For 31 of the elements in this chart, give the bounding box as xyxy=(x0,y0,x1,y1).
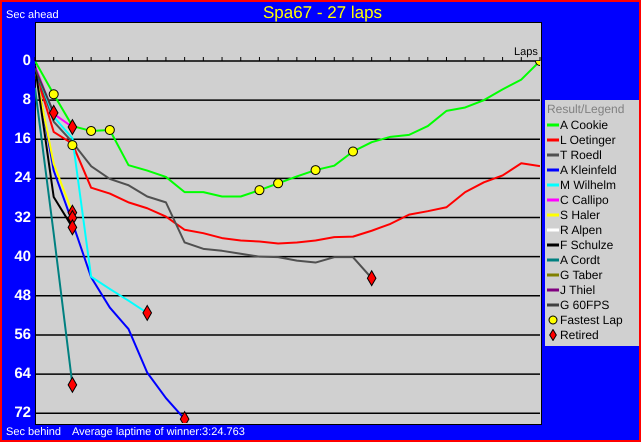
y-tick-label: 72 xyxy=(13,404,31,422)
y-tick-label: 24 xyxy=(13,169,31,188)
legend-label: T Roedl xyxy=(560,148,602,162)
y-tick-label: 64 xyxy=(13,365,31,384)
y-tick-label: 16 xyxy=(13,130,31,148)
legend-label: A Kleinfeld xyxy=(560,162,617,176)
legend-label: Fastest Lap xyxy=(560,312,623,326)
y-tick-label: 8 xyxy=(22,91,31,110)
legend-label: A Cordt xyxy=(560,252,600,266)
legend-label: Retired xyxy=(560,328,599,342)
legend-title: Result/Legend xyxy=(547,102,626,116)
legend-label: M Wilhelm xyxy=(560,178,616,192)
legend-label: F Schulze xyxy=(560,238,614,252)
legend-label: S Haler xyxy=(560,208,600,222)
y-tick-label: 40 xyxy=(13,248,31,266)
legend-label: G Taber xyxy=(560,268,602,282)
legend-label: L Oetinger xyxy=(560,132,616,146)
legend-label: A Cookie xyxy=(560,118,608,132)
y-tick-label: 32 xyxy=(13,208,31,227)
x-axis-title: Laps xyxy=(514,46,538,58)
text: Average laptime of winner:3:24.763 xyxy=(72,426,245,438)
legend-label: C Callipo xyxy=(560,192,609,206)
legend-label: R Alpen xyxy=(560,222,602,236)
y-tick-label: 56 xyxy=(13,326,31,344)
legend-label: J Thiel xyxy=(560,282,596,296)
text: Sec behind xyxy=(6,426,62,438)
y-tick-label: 0 xyxy=(22,52,31,70)
y-tick-label: 48 xyxy=(13,286,31,305)
chart-title: Spa67 - 27 laps xyxy=(262,3,382,22)
legend-label: G 60FPS xyxy=(560,298,610,312)
y-axis-title: Sec ahead xyxy=(6,9,59,21)
